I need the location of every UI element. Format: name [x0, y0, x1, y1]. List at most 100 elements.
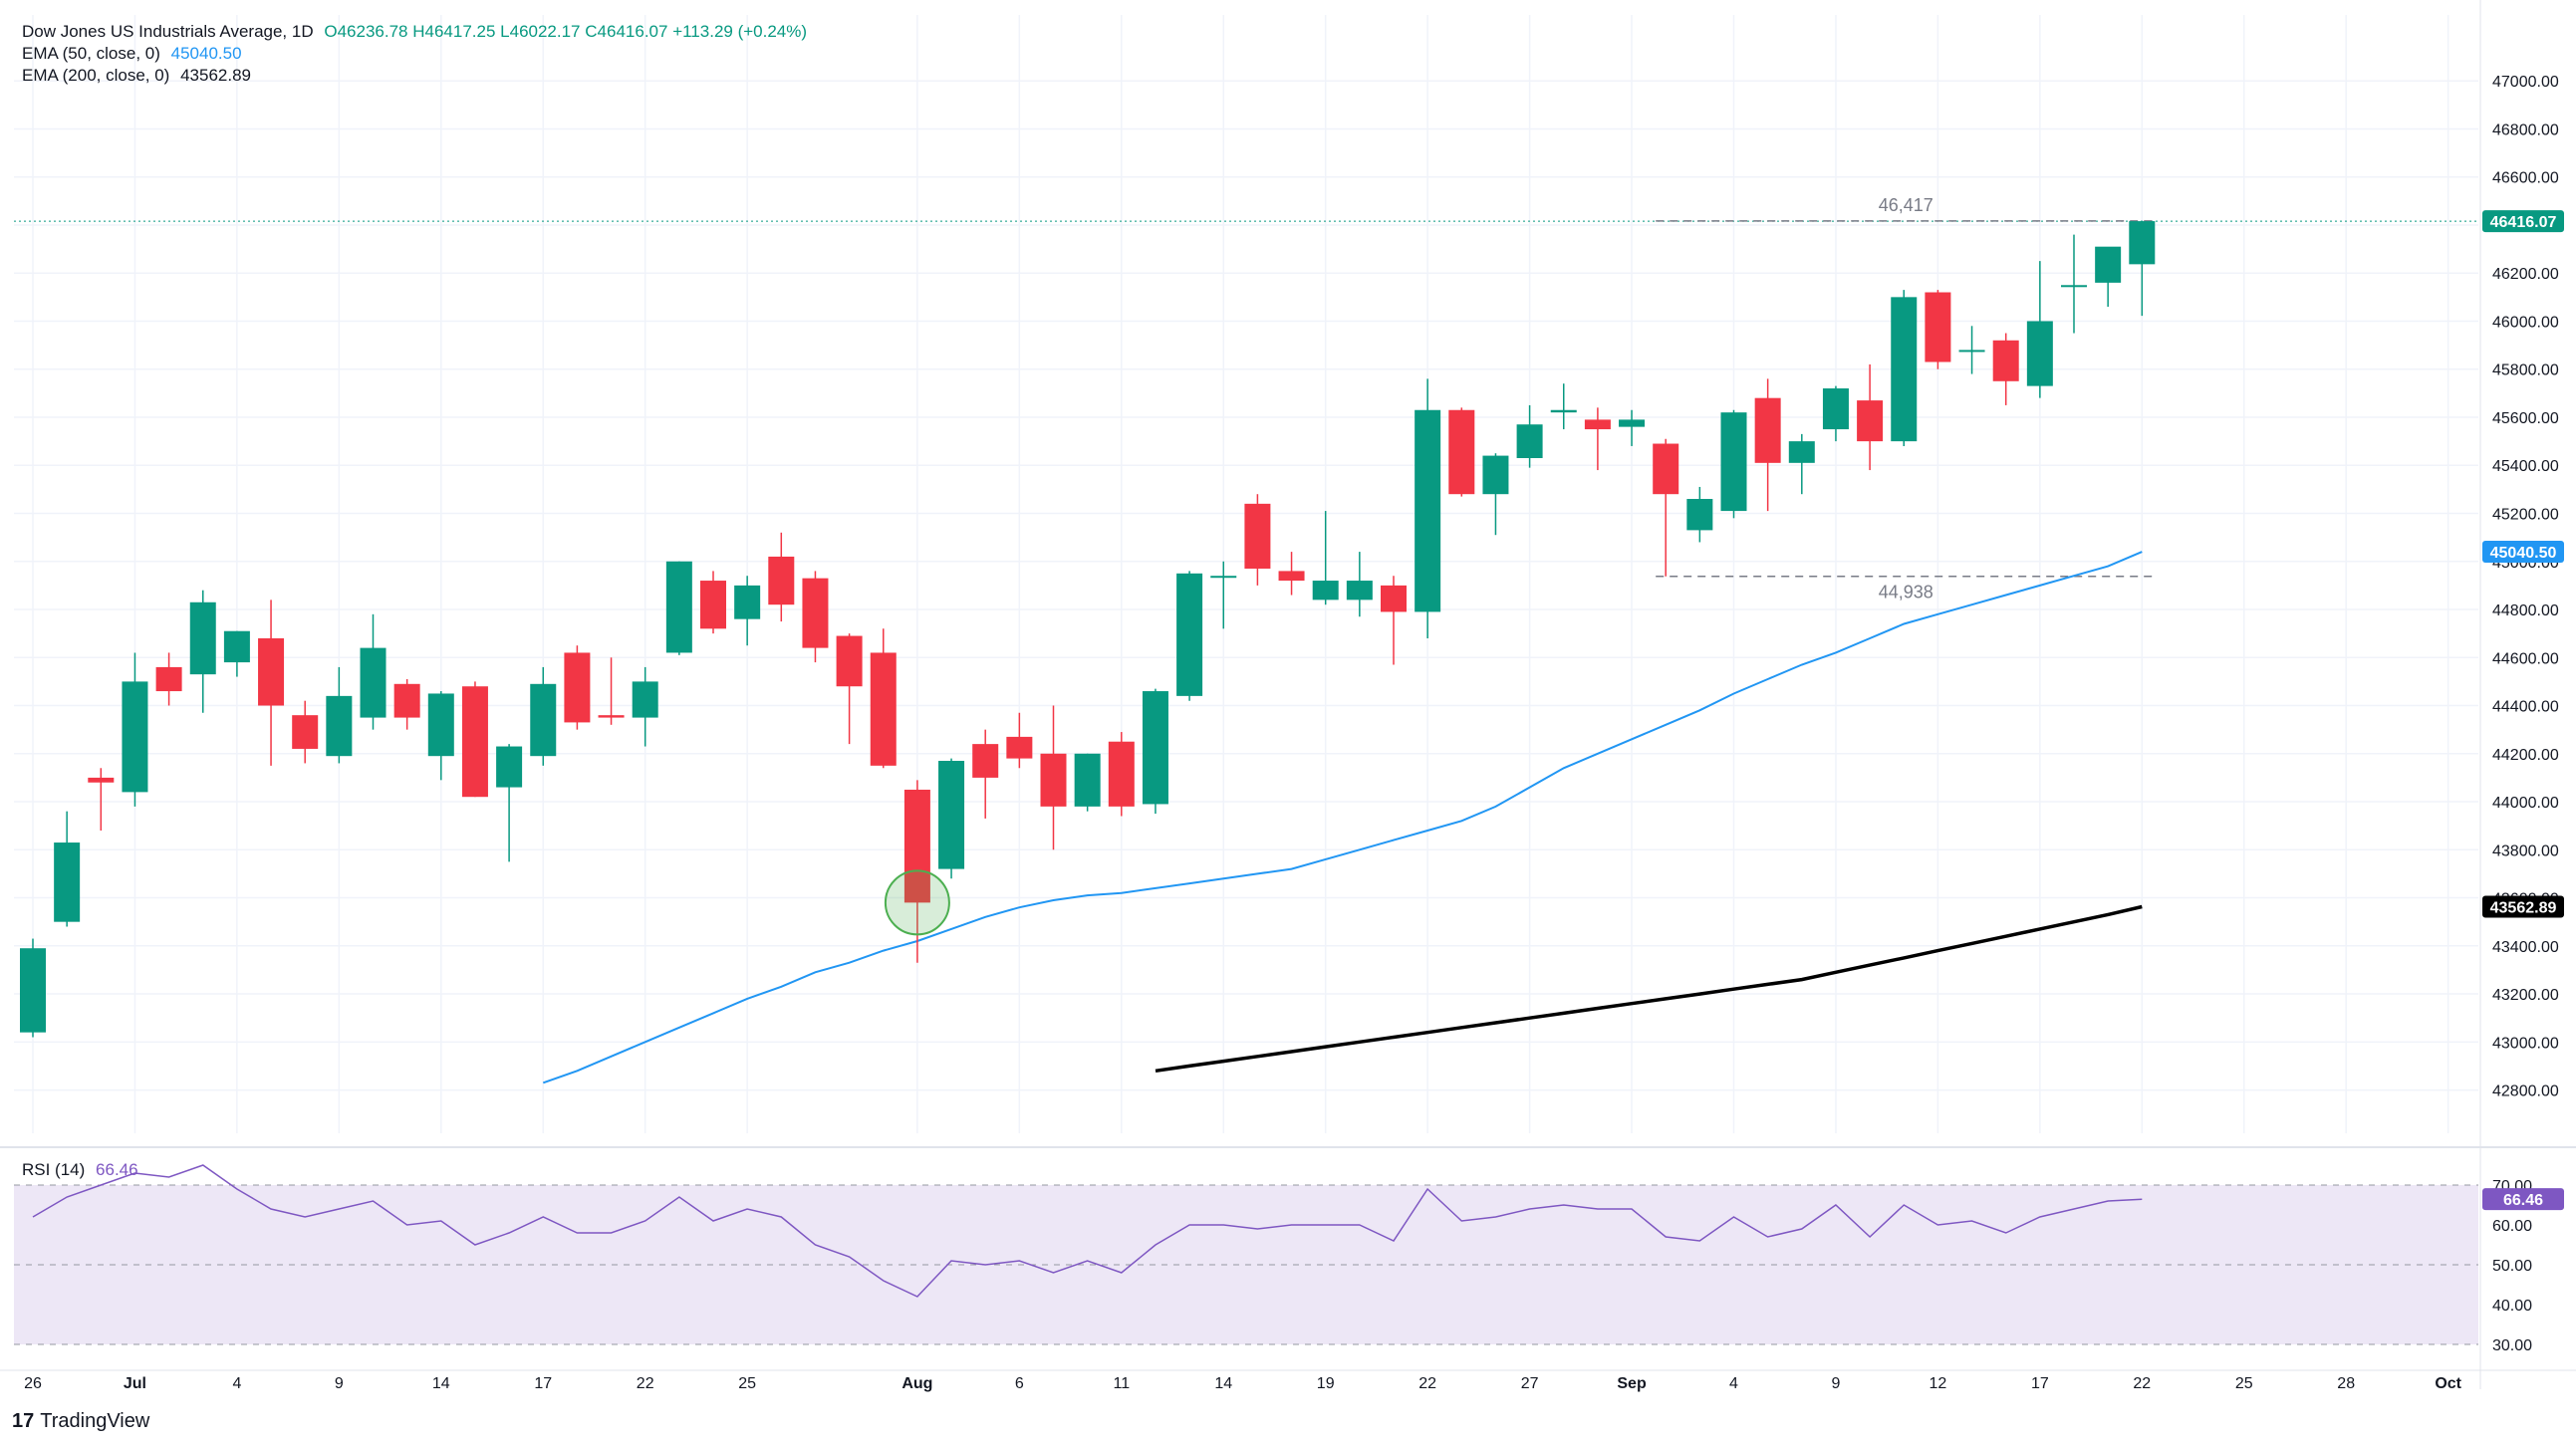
- y-tick-label: 44400.00: [2492, 699, 2559, 716]
- candle-body: [258, 637, 285, 706]
- candle-body: [360, 647, 386, 718]
- x-tick-label: 28: [2337, 1375, 2355, 1392]
- candle-body: [1550, 409, 1577, 413]
- candle-body: [1754, 397, 1781, 463]
- rsi-pane: [14, 1184, 2478, 1345]
- candle-body: [1210, 576, 1237, 579]
- x-tick-label: 17: [534, 1375, 552, 1392]
- candlesticks: [20, 220, 2156, 1038]
- candle-body: [326, 695, 353, 757]
- candle-body: [1958, 350, 1985, 353]
- x-tick-label: 22: [1418, 1375, 1436, 1392]
- candle-body: [530, 683, 557, 757]
- candle-body: [2129, 221, 2156, 265]
- candle-body: [1516, 424, 1543, 459]
- candle-body: [1448, 409, 1475, 495]
- candle-body: [1142, 691, 1168, 805]
- candle-body: [1857, 400, 1884, 442]
- y-tick-label: 46800.00: [2492, 121, 2559, 138]
- candle-body: [836, 635, 863, 687]
- ema200-line: [1155, 904, 2143, 1074]
- candle-body: [972, 744, 999, 778]
- candle-body: [1278, 571, 1305, 582]
- candle-body: [665, 561, 692, 653]
- candle-body: [1381, 585, 1407, 612]
- candle-body: [1040, 753, 1067, 807]
- candle-body: [54, 842, 81, 922]
- ema50-legend[interactable]: EMA (50, close, 0) 45040.50: [22, 44, 242, 64]
- highlight-marker: [884, 869, 950, 936]
- symbol-legend[interactable]: Dow Jones US Industrials Average, 1D O46…: [22, 22, 807, 42]
- candle-body: [155, 666, 182, 692]
- x-tick-label: Aug: [902, 1375, 932, 1392]
- x-tick-label: 4: [232, 1375, 241, 1392]
- y-tick-label: 44200.00: [2492, 747, 2559, 764]
- price-tag-bg: [2482, 895, 2564, 918]
- ema200-label: EMA (200, close, 0): [22, 66, 170, 85]
- y-tick-label: 45800.00: [2492, 362, 2559, 379]
- candle-body: [1891, 297, 1918, 442]
- rsi-tick-label: 50.00: [2492, 1258, 2532, 1275]
- x-tick-label: Sep: [1617, 1375, 1647, 1392]
- x-tick-label: 11: [1113, 1375, 1130, 1392]
- y-tick-label: 43800.00: [2492, 842, 2559, 859]
- tradingview-brand[interactable]: 17 TradingView: [12, 1410, 149, 1433]
- candle-body: [496, 746, 523, 788]
- y-tick-label: 45200.00: [2492, 506, 2559, 523]
- x-tick-label: 27: [1521, 1375, 1539, 1392]
- candle-body: [1925, 292, 1951, 362]
- candle-body: [20, 948, 46, 1033]
- y-tick-label: 43400.00: [2492, 939, 2559, 956]
- candle-body: [870, 652, 897, 766]
- y-tick-label: 46000.00: [2492, 314, 2559, 331]
- candle-body: [1074, 753, 1101, 807]
- rsi-label: RSI (14): [22, 1160, 86, 1179]
- candle-body: [1244, 503, 1271, 569]
- candle-body: [1584, 419, 1611, 430]
- price-tag: 43562.89: [2490, 899, 2557, 916]
- y-tick-label: 43000.00: [2492, 1035, 2559, 1052]
- rsi-tick-label: 40.00: [2492, 1298, 2532, 1315]
- ema200-value: 43562.89: [180, 66, 251, 85]
- candle-body: [1482, 455, 1509, 495]
- candle-body: [223, 630, 250, 663]
- x-tick-label: 6: [1015, 1375, 1024, 1392]
- candle-body: [768, 556, 795, 605]
- candle-body: [427, 693, 454, 757]
- rsi-tag: 66.46: [2503, 1192, 2543, 1209]
- x-tick-label: 9: [1831, 1375, 1840, 1392]
- x-tick-label: 26: [24, 1375, 42, 1392]
- x-tick-label: 22: [637, 1375, 654, 1392]
- x-tick-label: 4: [1729, 1375, 1738, 1392]
- candle-body: [2095, 246, 2122, 283]
- symbol-title: Dow Jones US Industrials Average, 1D: [22, 22, 314, 41]
- price-tag: 45040.50: [2490, 545, 2557, 562]
- y-tick-label: 44000.00: [2492, 795, 2559, 812]
- x-tick-label: Jul: [124, 1375, 146, 1392]
- candle-body: [1686, 499, 1713, 531]
- candle-body: [564, 652, 591, 723]
- candle-body: [88, 777, 115, 783]
- candle-body: [1415, 409, 1441, 612]
- price-tag-bg: [2482, 540, 2564, 563]
- x-tick-label: 19: [1317, 1375, 1335, 1392]
- ema200-legend[interactable]: EMA (200, close, 0) 43562.89: [22, 66, 251, 86]
- candle-body: [1788, 441, 1815, 463]
- candle-body: [1653, 443, 1679, 495]
- ema200-path: [1155, 904, 2143, 1074]
- level-label: 46,417: [1879, 195, 1933, 215]
- rsi-legend[interactable]: RSI (14) 66.46: [22, 1160, 138, 1180]
- x-tick-label: 14: [432, 1375, 450, 1392]
- price-axis[interactable]: 47000.0046800.0046600.0046400.0046200.00…: [2479, 0, 2559, 1389]
- candle-body: [1108, 741, 1135, 807]
- rsi-path: [32, 1164, 2143, 1298]
- time-axis[interactable]: 26 Jul 4 9 14 17 22 25 Aug 6 11 14 19 22 27 Sep 4 9 12 17 22…: [0, 1369, 2576, 1392]
- y-tick-label: 46200.00: [2492, 266, 2559, 283]
- candle-body: [903, 789, 930, 903]
- candle-body: [632, 681, 658, 718]
- y-tick-label: 44600.00: [2492, 650, 2559, 667]
- rsi-value: 66.46: [96, 1160, 138, 1179]
- candle-body: [2061, 285, 2087, 288]
- ema50-label: EMA (50, close, 0): [22, 44, 160, 63]
